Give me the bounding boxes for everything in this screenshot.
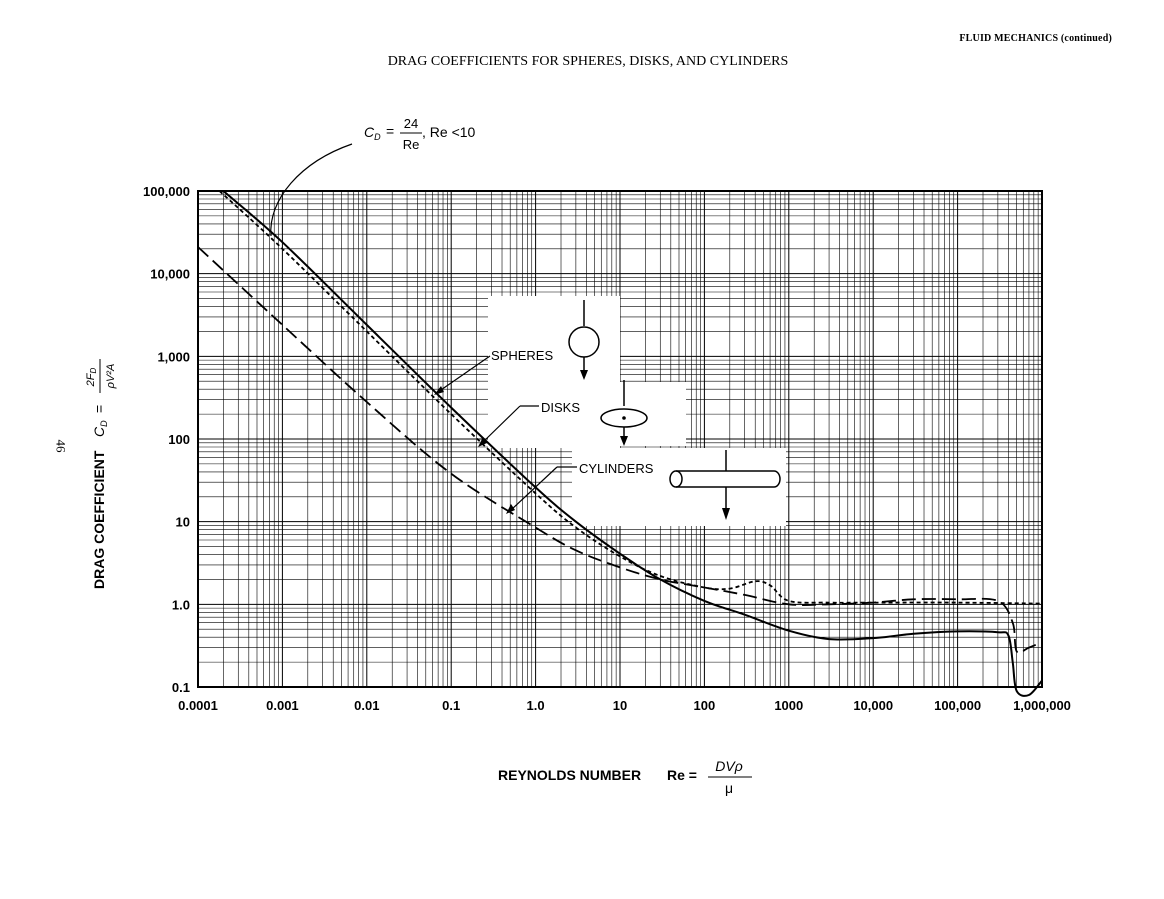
y-axis-formula-numerator: 2F (85, 372, 97, 387)
y-axis-formula-numerator-sub: D (89, 367, 98, 373)
x-axis-formula-numerator: DVρ (715, 758, 742, 774)
y-tick-label: 100,000 (143, 184, 190, 199)
annotation-leader (270, 143, 353, 237)
y-tick-label: 10,000 (150, 267, 190, 282)
disks-leader-arrow-icon (478, 437, 487, 447)
disks-label: DISKS (541, 400, 580, 415)
sphere-arrow-icon (580, 370, 588, 380)
series-disks-line (218, 190, 1043, 605)
cylinders-label: CYLINDERS (579, 461, 654, 476)
y-tick-labels: 100,000 10,000 1,000 100 10 1.0 0.1 (143, 184, 190, 695)
y-axis-label: DRAG COEFFICIENT (91, 450, 107, 589)
svg-text:CD: CD (364, 124, 381, 142)
y-tick-label: 10 (176, 515, 190, 530)
svg-text:2FD: 2FD (85, 367, 98, 387)
series-spheres-line (222, 190, 1043, 697)
x-tick-label: 0.1 (442, 698, 460, 713)
stokes-annotation: CD = 24 Re , Re <10 (270, 116, 476, 237)
x-tick-label: 0.0001 (178, 698, 218, 713)
y-axis-formula-eq: = (91, 405, 107, 413)
disks-label-group: DISKS (478, 400, 580, 447)
disk-drawing (600, 380, 648, 446)
x-axis-label-group: REYNOLDS NUMBER Re = DVρ μ (498, 758, 752, 796)
spheres-leader-arrow-icon (434, 386, 444, 395)
x-tick-label: 100,000 (934, 698, 981, 713)
annotation-lhs: C (364, 124, 375, 140)
disk-arrow-icon (620, 436, 628, 446)
plot-frame (197, 190, 1043, 688)
series-cylinders-line (197, 246, 1043, 654)
annotation-numerator: 24 (404, 116, 418, 131)
x-tick-label: 0.01 (354, 698, 379, 713)
cylinder-drawing (669, 450, 781, 520)
x-tick-label: 10,000 (853, 698, 893, 713)
annotation-sub: D (374, 132, 381, 142)
y-tick-label: 100 (168, 432, 190, 447)
y-axis-formula-lhs: C (91, 426, 107, 437)
x-tick-label: 10 (613, 698, 627, 713)
x-tick-label: 1,000,000 (1013, 698, 1071, 713)
cylinders-leader-arrow-icon (506, 504, 515, 514)
page-header: FLUID MECHANICS (continued) (959, 33, 1112, 44)
cylinders-label-group: CYLINDERS (506, 461, 654, 514)
x-tick-labels: 0.0001 0.001 0.01 0.1 1.0 10 100 1000 10,000 100,… (178, 698, 1071, 713)
y-tick-label: 0.1 (172, 680, 190, 695)
y-tick-label: 1.0 (172, 597, 190, 612)
y-axis-label-group: DRAG COEFFICIENT CD = 2FD ρV²A (85, 359, 117, 589)
x-axis-formula-denominator: μ (725, 780, 733, 796)
annotation-eq: = (386, 123, 394, 139)
spheres-label-group: SPHERES (434, 348, 553, 395)
svg-text:CD: CD (91, 420, 109, 437)
x-tick-label: 100 (694, 698, 716, 713)
annotation-condition: , Re <10 (422, 124, 476, 140)
x-tick-label: 1000 (774, 698, 803, 713)
x-tick-label: 0.001 (266, 698, 299, 713)
series-layer (197, 190, 1043, 697)
cylinder-arrow-icon (722, 508, 730, 520)
sphere-drawing (568, 300, 600, 380)
annotation-denominator: Re (403, 137, 420, 152)
spheres-label: SPHERES (491, 348, 553, 363)
x-tick-label: 1.0 (527, 698, 545, 713)
x-axis-label: REYNOLDS NUMBER (498, 767, 641, 783)
x-axis-formula-lhs: Re = (667, 767, 697, 783)
y-tick-label: 1,000 (157, 349, 190, 364)
chart-title: DRAG COEFFICIENTS FOR SPHERES, DISKS, AN… (387, 54, 789, 69)
y-axis-formula-sub: D (99, 420, 109, 427)
inset-panels (488, 296, 786, 526)
y-axis-formula-denominator: ρV²A (105, 364, 117, 390)
